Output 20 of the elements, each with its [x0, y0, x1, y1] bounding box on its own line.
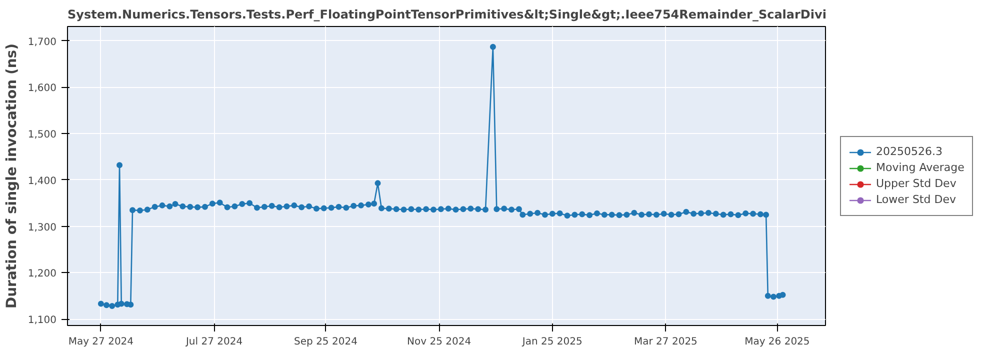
x-tick-label: Mar 27 2025	[634, 336, 698, 348]
y-tick-label: 1,700	[28, 36, 57, 48]
x-tick-label: May 27 2024	[68, 336, 134, 348]
y-tick-label: 1,500	[28, 130, 57, 141]
x-tick-label: Jul 27 2024	[184, 336, 243, 348]
x-tick-label: May 26 2025	[744, 336, 810, 348]
legend-label: Upper Std Dev	[876, 176, 956, 190]
legend-label: 20250526.3	[876, 144, 942, 158]
y-tick-label: 1,600	[28, 83, 57, 94]
legend-label: Lower Std Dev	[876, 192, 956, 206]
y-tick-label: 1,100	[28, 315, 57, 326]
chart-title: System.Numerics.Tensors.Tests.Perf_FloatingPointTensorPrimitives&lt;Single&gt;.Ieee754Remainder_ScalarDivi	[68, 8, 826, 22]
y-tick-label: 1,300	[28, 222, 57, 234]
y-tick-label: 1,400	[28, 176, 57, 187]
x-tick-label: Nov 25 2024	[407, 336, 472, 348]
legend-label: Moving Average	[876, 160, 964, 174]
y-tick-label: 1,200	[28, 268, 57, 280]
x-tick-label: Jan 25 2025	[521, 336, 582, 348]
y-axis-title: Duration of single invocation (ns)	[4, 43, 20, 309]
x-tick-label: Sep 25 2024	[294, 336, 358, 348]
